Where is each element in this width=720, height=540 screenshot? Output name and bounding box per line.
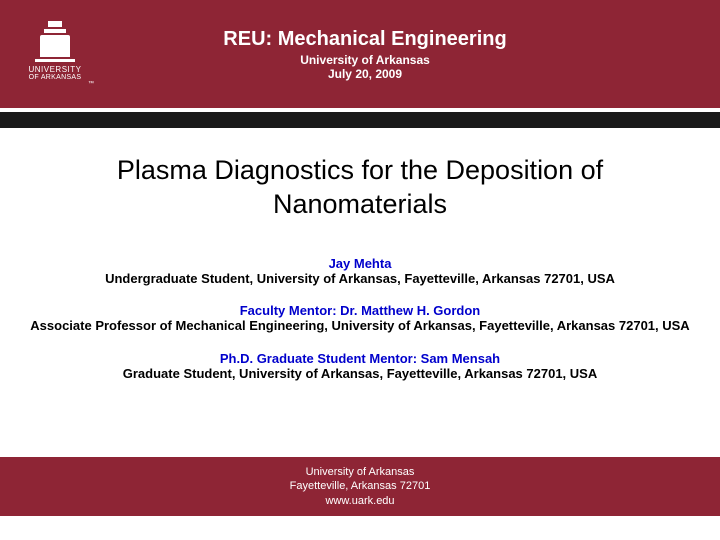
logo-text-university: UNIVERSITY bbox=[28, 66, 81, 75]
university-logo: UNIVERSITY OF ARKANSAS ™ bbox=[10, 21, 100, 88]
program-title: REU: Mechanical Engineering bbox=[100, 28, 630, 51]
logo-text-of-arkansas: OF ARKANSAS bbox=[29, 74, 82, 81]
header-divider bbox=[0, 112, 720, 128]
logo-icon bbox=[35, 21, 75, 62]
institution-name: University of Arkansas bbox=[100, 53, 630, 67]
author-description: Undergraduate Student, University of Ark… bbox=[30, 271, 690, 288]
date: July 20, 2009 bbox=[100, 67, 630, 81]
header-text-block: REU: Mechanical Engineering University o… bbox=[100, 28, 720, 81]
footer-band: University of Arkansas Fayetteville, Ark… bbox=[0, 457, 720, 516]
footer-address: Fayetteville, Arkansas 72701 bbox=[0, 479, 720, 493]
main-content: Plasma Diagnostics for the Deposition of… bbox=[0, 108, 720, 383]
faculty-mentor-name: Faculty Mentor: Dr. Matthew H. Gordon bbox=[30, 303, 690, 318]
author-name: Jay Mehta bbox=[30, 256, 690, 271]
trademark-symbol: ™ bbox=[88, 81, 94, 87]
grad-mentor-description: Graduate Student, University of Arkansas… bbox=[30, 366, 690, 383]
grad-mentor-name: Ph.D. Graduate Student Mentor: Sam Mensa… bbox=[30, 351, 690, 366]
faculty-mentor-description: Associate Professor of Mechanical Engine… bbox=[30, 318, 690, 335]
footer-url: www.uark.edu bbox=[0, 494, 720, 508]
footer-institution: University of Arkansas bbox=[0, 465, 720, 479]
presentation-title: Plasma Diagnostics for the Deposition of… bbox=[30, 154, 690, 222]
header-band: UNIVERSITY OF ARKANSAS ™ REU: Mechanical… bbox=[0, 0, 720, 108]
